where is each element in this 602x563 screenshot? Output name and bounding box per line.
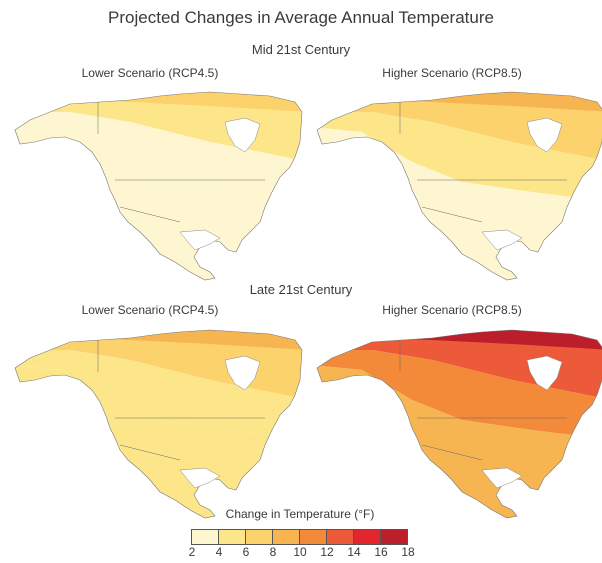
legend-tick-label: 4 bbox=[215, 545, 223, 559]
hudson-bay bbox=[224, 117, 261, 153]
legend-swatch bbox=[273, 530, 300, 544]
map-mid-lower bbox=[14, 91, 303, 281]
political-borders bbox=[399, 102, 567, 223]
panel-label-late-higher: Higher Scenario (RCP8.5) bbox=[382, 303, 522, 317]
map-late-higher bbox=[316, 329, 602, 519]
period-label-mid: Mid 21st Century bbox=[251, 42, 351, 57]
panel-label-late-lower: Lower Scenario (RCP4.5) bbox=[81, 303, 219, 317]
legend-swatch bbox=[327, 530, 354, 544]
legend-tick-label: 12 bbox=[320, 545, 334, 559]
legend-swatch bbox=[300, 530, 327, 544]
political-borders bbox=[399, 340, 567, 461]
legend-swatch bbox=[219, 530, 246, 544]
political-borders bbox=[97, 102, 265, 223]
arctic-band bbox=[15, 330, 302, 350]
legend-tick-label: 2 bbox=[188, 545, 196, 559]
legend-colorbar bbox=[191, 529, 408, 545]
gulf-of-mexico bbox=[481, 467, 523, 489]
arctic-band bbox=[317, 330, 602, 350]
map-late-lower bbox=[14, 329, 303, 519]
legend-swatch bbox=[246, 530, 273, 544]
arctic-band bbox=[317, 92, 602, 112]
legend-swatch bbox=[354, 530, 381, 544]
chart-title: Projected Changes in Average Annual Temp… bbox=[108, 8, 494, 27]
temperature-band bbox=[317, 112, 602, 202]
gulf-of-mexico bbox=[481, 229, 523, 251]
map-mid-higher bbox=[316, 91, 602, 281]
legend-tick-label: 10 bbox=[293, 545, 307, 559]
panel-label-mid-lower: Lower Scenario (RCP4.5) bbox=[81, 66, 219, 80]
period-label-late: Late 21st Century bbox=[249, 282, 353, 297]
arctic-band bbox=[15, 92, 302, 112]
hudson-bay bbox=[224, 355, 261, 391]
temperature-band bbox=[317, 350, 602, 440]
temperature-band bbox=[15, 112, 302, 202]
legend-tick-label: 18 bbox=[401, 545, 415, 559]
political-borders bbox=[97, 340, 265, 461]
gulf-of-mexico bbox=[179, 467, 221, 489]
legend-tick-label: 16 bbox=[374, 545, 388, 559]
legend-tick-label: 6 bbox=[242, 545, 250, 559]
legend-title: Change in Temperature (°F) bbox=[225, 507, 375, 521]
hudson-bay bbox=[526, 117, 563, 153]
legend-tick-label: 14 bbox=[347, 545, 361, 559]
legend-swatch bbox=[192, 530, 219, 544]
panel-label-mid-higher: Higher Scenario (RCP8.5) bbox=[382, 66, 522, 80]
gulf-of-mexico bbox=[179, 229, 221, 251]
legend-tick-label: 8 bbox=[269, 545, 277, 559]
temperature-band bbox=[15, 350, 302, 440]
hudson-bay bbox=[526, 355, 563, 391]
legend-swatch bbox=[381, 530, 407, 544]
